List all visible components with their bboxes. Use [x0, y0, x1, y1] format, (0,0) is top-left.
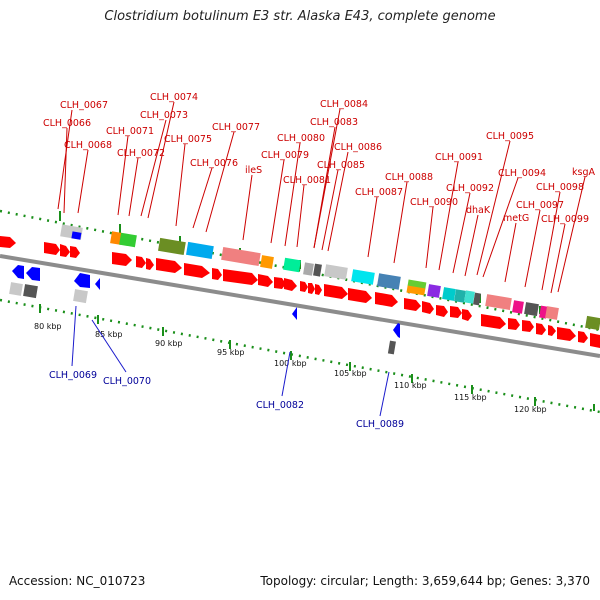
- top-label-leaders: [57, 101, 586, 294]
- gene-label: CLH_0073: [140, 110, 188, 121]
- gene-label: CLH_0099: [541, 214, 589, 225]
- gene-label: CLH_0094: [498, 168, 546, 179]
- gene-label: CLH_0080: [277, 133, 325, 144]
- map-title: Clostridium botulinum E3 str. Alaska E43…: [104, 9, 496, 24]
- gene-label: CLH_0097: [516, 200, 564, 211]
- scale-label: 120 kbp: [514, 405, 547, 414]
- gene-label: CLH_0072: [117, 148, 165, 159]
- scale-label: 95 kbp: [217, 348, 245, 357]
- feature-boxes: [9, 224, 600, 355]
- accession-text: Accession: NC_010723: [9, 574, 146, 588]
- gene-label: CLH_0087: [355, 187, 403, 198]
- scale-label: 110 kbp: [394, 381, 427, 390]
- lower-track-ticks: [39, 304, 595, 411]
- gene-label: CLH_0066: [43, 118, 91, 129]
- gene-label: CLH_0090: [410, 197, 458, 208]
- reverse-gene-arrows: [12, 265, 400, 338]
- gene-label: CLH_0086: [334, 142, 382, 153]
- scale-label: 115 kbp: [454, 393, 487, 402]
- gene-label: CLH_0085: [317, 160, 365, 171]
- scale-label: 100 kbp: [274, 359, 307, 368]
- gene-label: CLH_0068: [64, 140, 112, 151]
- scale-labels: 80 kbp 85 kbp 90 kbp 95 kbp 100 kbp 105 …: [34, 322, 547, 414]
- genome-backbone: [0, 254, 600, 358]
- scale-label: 85 kbp: [95, 330, 123, 339]
- gene-label: CLH_0091: [435, 152, 483, 163]
- gene-label: CLH_0076: [190, 158, 238, 169]
- gene-label: CLH_0088: [385, 172, 433, 183]
- gene-label: CLH_0079: [261, 150, 309, 161]
- gene-label: metG: [503, 213, 529, 224]
- gene-label: ileS: [245, 165, 262, 176]
- scale-label: 105 kbp: [334, 369, 367, 378]
- gene-label: CLH_0083: [310, 117, 358, 128]
- gene-label: CLH_0075: [164, 134, 212, 145]
- bottom-label-leaders: [71, 305, 390, 417]
- gene-label: ksgA: [572, 167, 595, 178]
- upper-dotted-track: [0, 209, 600, 332]
- gene-label: CLH_0095: [486, 131, 534, 142]
- bottom-gene-labels: CLH_0069 CLH_0070 CLH_0082 CLH_0089: [49, 370, 404, 430]
- gene-label: CLH_0071: [106, 126, 154, 137]
- gene-label: CLH_0074: [150, 92, 198, 103]
- lower-dotted-track: [0, 298, 600, 414]
- gene-label: CLH_0092: [446, 183, 494, 194]
- gene-label: CLH_0098: [536, 182, 584, 193]
- gene-label: CLH_0082: [256, 400, 304, 411]
- scale-label: 80 kbp: [34, 322, 62, 331]
- topology-text: Topology: circular; Length: 3,659,644 bp…: [260, 574, 590, 588]
- gene-label: CLH_0081: [283, 175, 331, 186]
- gene-label: CLH_0067: [60, 100, 108, 111]
- scale-label: 90 kbp: [155, 339, 183, 348]
- gene-label: CLH_0084: [320, 99, 368, 110]
- gene-label: CLH_0089: [356, 419, 404, 430]
- gene-label: dhaK: [466, 205, 491, 216]
- top-gene-labels: CLH_0067 CLH_0066 CLH_0068 CLH_0074 CLH_…: [43, 92, 595, 225]
- gene-label: CLH_0077: [212, 122, 260, 133]
- forward-gene-arrows: [0, 236, 600, 348]
- gene-label: CLH_0070: [103, 376, 151, 387]
- gene-label: CLH_0069: [49, 370, 97, 381]
